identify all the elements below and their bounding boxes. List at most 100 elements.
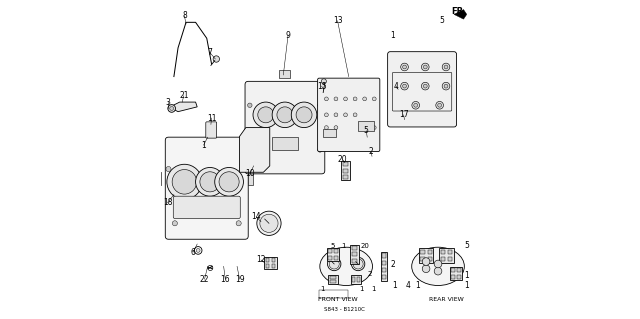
Bar xyxy=(330,276,336,278)
Text: 1: 1 xyxy=(415,281,420,290)
Circle shape xyxy=(334,113,338,117)
Text: FR.: FR. xyxy=(451,7,467,16)
Bar xyxy=(328,249,332,253)
Bar xyxy=(382,268,385,272)
Circle shape xyxy=(434,267,442,275)
Text: 1: 1 xyxy=(359,286,364,292)
Bar xyxy=(428,250,432,254)
Text: 1: 1 xyxy=(320,286,325,292)
Text: 13: 13 xyxy=(333,16,342,25)
Circle shape xyxy=(422,265,430,272)
Bar xyxy=(272,264,275,268)
Bar xyxy=(441,250,445,254)
Bar xyxy=(439,249,454,263)
Circle shape xyxy=(318,103,322,108)
Circle shape xyxy=(200,172,220,192)
Circle shape xyxy=(351,257,365,271)
Bar xyxy=(264,257,276,269)
Circle shape xyxy=(324,126,328,130)
FancyBboxPatch shape xyxy=(388,52,456,127)
Text: 4: 4 xyxy=(405,281,410,290)
Circle shape xyxy=(403,65,406,69)
Circle shape xyxy=(353,259,363,269)
Circle shape xyxy=(434,260,442,268)
Text: 10: 10 xyxy=(245,169,255,178)
Bar xyxy=(349,245,359,264)
Bar xyxy=(323,129,336,137)
Text: REAR VIEW: REAR VIEW xyxy=(429,297,463,302)
Polygon shape xyxy=(173,102,197,112)
Circle shape xyxy=(353,97,357,101)
Circle shape xyxy=(444,84,448,88)
Circle shape xyxy=(412,101,420,109)
Circle shape xyxy=(291,102,317,128)
Text: 12: 12 xyxy=(256,256,266,264)
Circle shape xyxy=(422,63,429,71)
Polygon shape xyxy=(454,10,467,19)
Circle shape xyxy=(243,167,248,172)
Bar xyxy=(419,249,433,263)
Text: 1: 1 xyxy=(465,281,469,290)
Circle shape xyxy=(257,211,281,235)
Bar xyxy=(441,257,445,261)
Text: 5: 5 xyxy=(464,241,469,250)
Text: 8: 8 xyxy=(182,11,187,20)
Text: 5: 5 xyxy=(440,16,444,25)
Circle shape xyxy=(296,107,312,123)
FancyBboxPatch shape xyxy=(317,78,380,152)
Bar xyxy=(448,257,452,261)
Circle shape xyxy=(334,97,338,101)
Bar xyxy=(451,268,454,272)
Circle shape xyxy=(215,167,243,196)
Circle shape xyxy=(196,249,200,252)
Bar xyxy=(328,275,338,284)
Bar xyxy=(266,258,269,262)
Bar xyxy=(428,257,432,261)
Circle shape xyxy=(442,82,450,90)
Circle shape xyxy=(401,63,408,71)
Circle shape xyxy=(324,97,328,101)
Text: 2: 2 xyxy=(369,147,373,156)
Circle shape xyxy=(172,221,177,226)
Bar xyxy=(351,275,360,284)
Text: 4: 4 xyxy=(394,82,398,91)
Circle shape xyxy=(344,113,348,117)
Bar xyxy=(266,264,269,268)
Bar xyxy=(272,258,275,262)
Bar xyxy=(449,267,462,280)
Text: 5: 5 xyxy=(331,243,335,249)
Bar xyxy=(351,246,357,250)
Circle shape xyxy=(196,167,224,196)
Bar xyxy=(382,261,385,265)
Bar xyxy=(319,290,348,298)
Bar xyxy=(351,253,357,256)
Circle shape xyxy=(260,214,278,232)
Circle shape xyxy=(423,84,427,88)
Circle shape xyxy=(324,113,328,117)
Circle shape xyxy=(277,107,293,123)
Text: 16: 16 xyxy=(220,275,230,284)
Circle shape xyxy=(438,103,442,107)
Bar xyxy=(334,256,338,260)
Circle shape xyxy=(248,103,252,108)
Text: 20: 20 xyxy=(337,155,347,164)
Circle shape xyxy=(172,170,196,194)
Circle shape xyxy=(414,103,418,107)
Text: 2: 2 xyxy=(367,271,372,277)
Circle shape xyxy=(219,172,239,192)
Circle shape xyxy=(401,82,408,90)
Text: 1: 1 xyxy=(392,281,397,290)
Text: 7: 7 xyxy=(207,48,212,57)
Bar xyxy=(457,268,461,272)
Text: 9: 9 xyxy=(285,31,291,40)
Circle shape xyxy=(334,126,338,130)
Text: 22: 22 xyxy=(200,275,209,284)
Circle shape xyxy=(318,148,322,152)
Bar xyxy=(352,277,355,282)
Circle shape xyxy=(258,107,274,123)
Circle shape xyxy=(444,65,448,69)
Circle shape xyxy=(213,56,220,62)
Text: 1: 1 xyxy=(201,141,206,150)
Bar xyxy=(382,275,385,279)
Circle shape xyxy=(328,257,341,271)
